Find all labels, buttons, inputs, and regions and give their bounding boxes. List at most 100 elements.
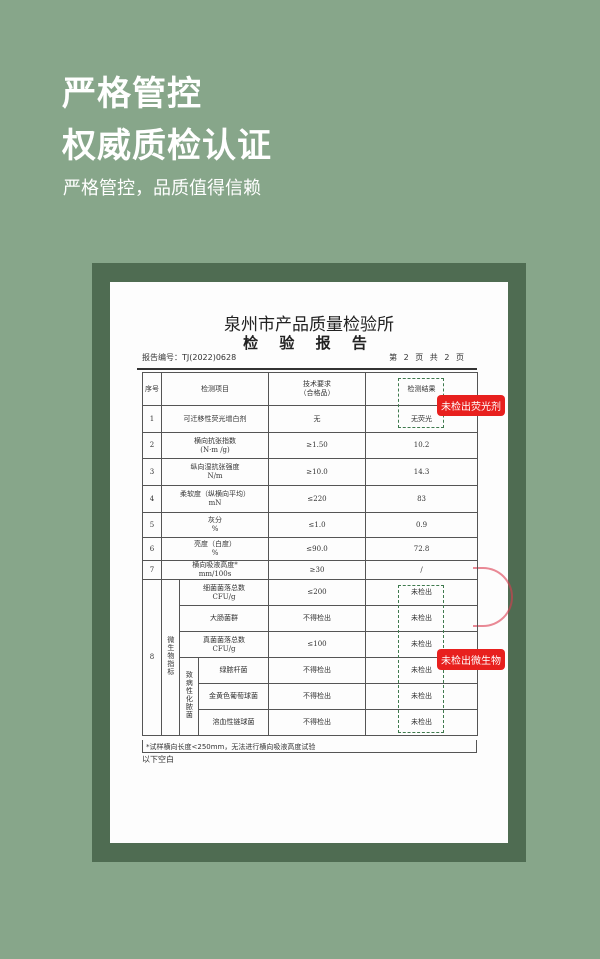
row-result: 未检出 bbox=[365, 709, 479, 736]
row-seq-text: 3 bbox=[149, 467, 155, 476]
row-requirement-text: 不得检出 bbox=[303, 614, 332, 623]
pathogen-group-text: 致病性化脓菌 bbox=[185, 671, 194, 720]
row-item: 亮度（白度）% bbox=[160, 537, 270, 561]
row-requirement: ≤90.0 bbox=[268, 537, 367, 561]
item-unit: (N·m /g) bbox=[200, 445, 230, 454]
results-table: 序号 检测项目 技术要求 （合格品） 检测结果 1 可迁移性荧光增白剂 无 无荧光 2 横向抗张指… bbox=[142, 372, 479, 736]
row-result-text: 未检出 bbox=[411, 614, 433, 623]
row-seq-text: 5 bbox=[149, 520, 155, 529]
header-item: 检测项目 bbox=[160, 372, 270, 406]
row-result: / bbox=[365, 560, 479, 580]
row-requirement-text: 不得检出 bbox=[303, 692, 332, 701]
row-seq: 4 bbox=[142, 485, 162, 513]
row-requirement: 不得检出 bbox=[268, 657, 367, 684]
row-item: 真菌菌落总数 CFU/g bbox=[178, 631, 270, 658]
table-row: 金黄色葡萄球菌 不得检出 未检出 bbox=[143, 683, 479, 710]
row-result-text: 10.2 bbox=[413, 441, 430, 450]
row-result-text: 14.3 bbox=[413, 467, 430, 476]
badge-no-microbe: 未检出微生物 bbox=[437, 649, 505, 670]
item-unit: CFU/g bbox=[212, 644, 236, 653]
item-name: 横向吸液高度* bbox=[192, 561, 238, 570]
row-seq: 3 bbox=[142, 458, 162, 486]
institute-name: 泉州市产品质量检验所 bbox=[224, 315, 394, 335]
row-seq-text: 7 bbox=[149, 565, 155, 574]
table-row: 4 柔软度（纵横向平均） mN ≤220 83 bbox=[142, 485, 479, 513]
table-row: 6 亮度（白度）% ≤90.0 72.8 bbox=[142, 537, 479, 561]
item-name: 灰分 bbox=[208, 516, 223, 525]
row-seq-text: 6 bbox=[149, 544, 155, 553]
row-requirement: ≤100 bbox=[268, 631, 367, 658]
row-result: 无荧光 bbox=[365, 405, 479, 433]
row-item: 灰分% bbox=[160, 512, 270, 538]
header-requirement: 技术要求 （合格品） bbox=[268, 372, 367, 406]
row-seq: 2 bbox=[142, 432, 162, 459]
table-row: 2 横向抗张指数 (N·m /g) ≥1.50 10.2 bbox=[142, 432, 479, 459]
row-result: 0.9 bbox=[365, 512, 479, 538]
item-unit: N/m bbox=[207, 472, 223, 480]
row-result-text: 未检出 bbox=[411, 666, 433, 675]
item-unit: mm/100s bbox=[198, 570, 232, 578]
report-paper: 泉州市产品质量检验所 检 验 报 告 报告编号：TJ(2022)0628 第 2… bbox=[110, 282, 513, 843]
row-requirement-text: ≤1.0 bbox=[308, 520, 326, 529]
row-seq: 6 bbox=[142, 537, 162, 561]
item-name: 横向抗张指数 bbox=[194, 436, 237, 445]
row-result: 10.2 bbox=[365, 432, 479, 459]
row-requirement: 无 bbox=[268, 405, 367, 433]
row-result: 83 bbox=[365, 485, 479, 513]
row-item: 横向抗张指数 (N·m /g) bbox=[160, 432, 270, 459]
row-requirement: ≤1.0 bbox=[268, 512, 367, 538]
row-result: 72.8 bbox=[365, 537, 479, 561]
row-seq: 8 bbox=[142, 579, 162, 736]
row-requirement-text: 不得检出 bbox=[303, 718, 332, 727]
row-seq: 7 bbox=[142, 560, 162, 580]
table-row: 3 纵向湿抗张强度 N/m ≥10.0 14.3 bbox=[142, 458, 479, 486]
row-requirement-text: ≥1.50 bbox=[306, 441, 328, 450]
table-note: *试样横向长度<250mm，无法进行横向吸液高度试验 bbox=[142, 740, 477, 753]
report-number: 报告编号：TJ(2022)0628 bbox=[142, 353, 237, 362]
row-requirement-text: ≤220 bbox=[307, 494, 327, 503]
header-seq-text: 序号 bbox=[145, 384, 159, 393]
row-item: 细菌菌落总数 CFU/g bbox=[178, 579, 270, 606]
table-row: 溶血性链球菌 不得检出 未检出 bbox=[143, 709, 479, 736]
row-requirement: 不得检出 bbox=[268, 709, 367, 736]
row-result-text: 未检出 bbox=[411, 692, 433, 701]
divider bbox=[137, 368, 477, 370]
row-result-text: 未检出 bbox=[411, 718, 433, 727]
row-seq-text: 8 bbox=[149, 653, 155, 662]
header-result-text: 检测结果 bbox=[407, 384, 436, 393]
row-requirement: ≥1.50 bbox=[268, 432, 367, 459]
micro-group: 微生物指标 bbox=[161, 579, 180, 736]
row-result-text: 未检出 bbox=[411, 588, 433, 597]
row-result-text: / bbox=[420, 565, 423, 574]
table-row: 5 灰分% ≤1.0 0.9 bbox=[142, 512, 479, 538]
headline-line2: 权威质检认证 bbox=[62, 126, 272, 166]
row-seq-text: 4 bbox=[149, 494, 155, 503]
row-item: 纵向湿抗张强度 N/m bbox=[160, 458, 270, 486]
item-name: 真菌菌落总数 bbox=[203, 635, 246, 644]
item-name: 溶血性链球菌 bbox=[212, 718, 255, 727]
row-item: 柔软度（纵横向平均） mN bbox=[160, 485, 270, 513]
row-requirement: ≤200 bbox=[268, 579, 367, 606]
row-result-text: 0.9 bbox=[415, 520, 428, 529]
item-name: 柔软度（纵横向平均） bbox=[180, 490, 251, 499]
row-requirement-text: 无 bbox=[313, 414, 321, 423]
header-requirement-text: 技术要求 （合格品） bbox=[299, 380, 335, 397]
row-seq: 5 bbox=[142, 512, 162, 538]
item-name: 大肠菌群 bbox=[210, 614, 239, 623]
table-row: 8 微生物指标 细菌菌落总数 CFU/g ≤200 未检出 bbox=[142, 579, 479, 736]
table-row: 7 横向吸液高度* mm/100s ≥30 / bbox=[142, 560, 479, 580]
red-seal-stamp bbox=[473, 567, 513, 627]
item-unit: % bbox=[211, 549, 219, 557]
row-item: 绿脓杆菌 bbox=[197, 657, 270, 684]
row-requirement-text: 不得检出 bbox=[303, 666, 332, 675]
row-seq-text: 2 bbox=[149, 441, 155, 450]
row-requirement-text: ≤200 bbox=[307, 588, 327, 597]
header-seq: 序号 bbox=[142, 372, 162, 406]
badge-no-fluorescent: 未检出荧光剂 bbox=[437, 395, 505, 416]
row-item: 大肠菌群 bbox=[178, 605, 270, 632]
row-requirement-text: ≥10.0 bbox=[306, 467, 328, 476]
row-requirement: ≥10.0 bbox=[268, 458, 367, 486]
row-result-text: 83 bbox=[417, 494, 426, 503]
item-name: 细菌菌落总数 bbox=[203, 583, 246, 592]
row-seq: 1 bbox=[142, 405, 162, 433]
